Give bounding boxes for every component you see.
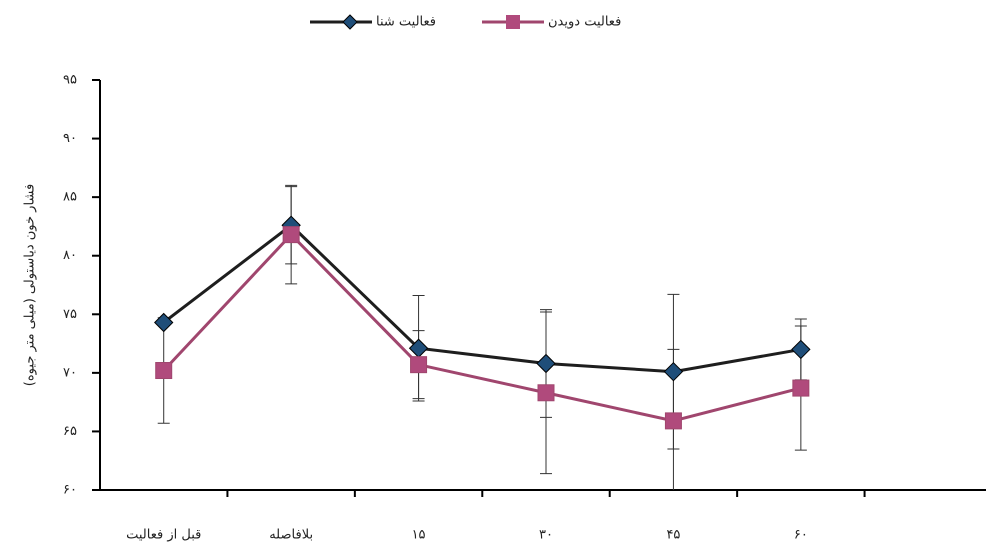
marker — [663, 361, 684, 382]
y-tick-label: ۷۵ — [63, 307, 77, 322]
y-tick-label: ۷۰ — [63, 365, 77, 380]
y-tick-label: ۹۵ — [63, 73, 77, 88]
x-tick-label: ۳۰ — [539, 528, 553, 543]
x-tick-label: ۶۰ — [794, 528, 808, 543]
y-tick-label: ۸۵ — [63, 190, 77, 205]
marker — [155, 362, 173, 380]
y-tick-label: ۸۰ — [63, 248, 77, 263]
marker — [537, 384, 555, 402]
marker — [664, 412, 682, 430]
marker — [410, 356, 428, 374]
y-tick-label: ۶۰ — [63, 483, 77, 498]
x-tick-label: بلافاصله — [269, 528, 313, 543]
y-axis-label: فشار خون دیاستولی (میلی متر جیوه) — [23, 184, 38, 386]
x-tick-label: ۱۵ — [412, 528, 426, 543]
marker — [792, 379, 810, 397]
marker — [282, 226, 300, 244]
marker — [154, 312, 174, 333]
y-tick-label: ۶۵ — [63, 424, 77, 439]
legend-marker — [342, 14, 358, 30]
legend-label: فعالیت شنا — [376, 15, 436, 30]
x-tick-label: قبل از فعالیت — [126, 528, 201, 543]
marker — [536, 353, 556, 374]
series-line — [162, 232, 802, 423]
y-tick-label: ۹۰ — [63, 131, 77, 146]
legend-label: فعالیت دویدن — [548, 15, 621, 30]
legend-marker — [506, 15, 520, 29]
x-tick-label: ۴۵ — [666, 528, 680, 543]
series-line — [162, 223, 802, 374]
marker — [791, 339, 811, 360]
plot-area — [157, 184, 807, 490]
